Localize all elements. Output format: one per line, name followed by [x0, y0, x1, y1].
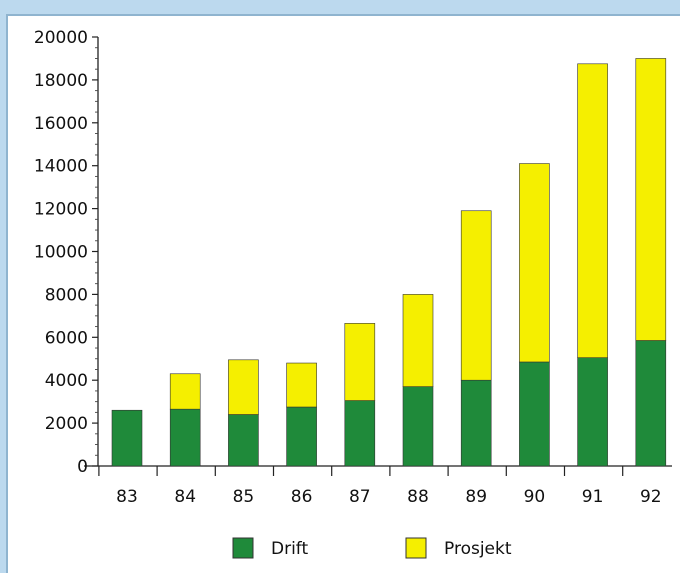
x-tick-label: 87 — [349, 487, 371, 507]
y-tick-label: 6000 — [45, 328, 88, 348]
x-tick-label: 92 — [640, 487, 662, 507]
y-tick-label: 10000 — [34, 243, 88, 263]
legend-swatch-drift — [232, 537, 254, 559]
bar-drift-87 — [344, 400, 376, 467]
y-tick-label: 16000 — [34, 114, 88, 134]
y-tick-label: 20000 — [34, 28, 88, 48]
x-tick-label: 88 — [407, 487, 429, 507]
bar-drift-84 — [169, 408, 201, 467]
bar-prosjekt-84 — [169, 373, 201, 410]
bar-drift-92 — [635, 340, 667, 467]
x-tick-label: 84 — [174, 487, 196, 507]
legend-label-drift: Drift — [271, 539, 308, 559]
x-tick-label: 90 — [524, 487, 546, 507]
x-tick-label: 89 — [465, 487, 487, 507]
tick-labels: 0 2000 4000 6000 8000 10000 12000 14000 16000 180… — [34, 28, 662, 507]
bar-prosjekt-92 — [635, 58, 667, 341]
bar-drift-91 — [577, 357, 608, 467]
y-tick-label: 14000 — [34, 157, 88, 177]
bar-prosjekt-89 — [460, 210, 492, 381]
bar-prosjekt-87 — [344, 323, 376, 401]
bar-drift-89 — [460, 379, 492, 467]
bar-prosjekt-86 — [286, 362, 317, 408]
x-tick-label: 85 — [233, 487, 255, 507]
bar-drift-83 — [111, 409, 143, 467]
y-tick-label: 18000 — [34, 71, 88, 91]
legend-swatch-prosjekt — [405, 537, 427, 559]
bar-prosjekt-88 — [402, 294, 434, 387]
bar-drift-88 — [402, 386, 434, 467]
bar-prosjekt-85 — [228, 359, 259, 415]
y-tick-label: 12000 — [34, 200, 88, 220]
bar-drift-85 — [228, 414, 259, 467]
x-tick-label: 83 — [116, 487, 138, 507]
legend-label-prosjekt: Prosjekt — [444, 539, 512, 559]
bar-drift-86 — [286, 406, 317, 467]
bar-prosjekt-91 — [577, 63, 608, 358]
legend: Drift Prosjekt — [232, 537, 512, 559]
y-tick-label: 4000 — [45, 371, 88, 391]
x-tick-label: 91 — [582, 487, 604, 507]
y-tick-label: 2000 — [45, 414, 88, 434]
y-tick-label: 8000 — [45, 285, 88, 305]
chart-panel — [6, 14, 680, 573]
bar-prosjekt-90 — [519, 163, 550, 363]
x-tick-label: 86 — [291, 487, 313, 507]
bar-drift-90 — [519, 361, 550, 467]
y-tick-label: 0 — [77, 457, 88, 477]
bars — [111, 58, 667, 467]
